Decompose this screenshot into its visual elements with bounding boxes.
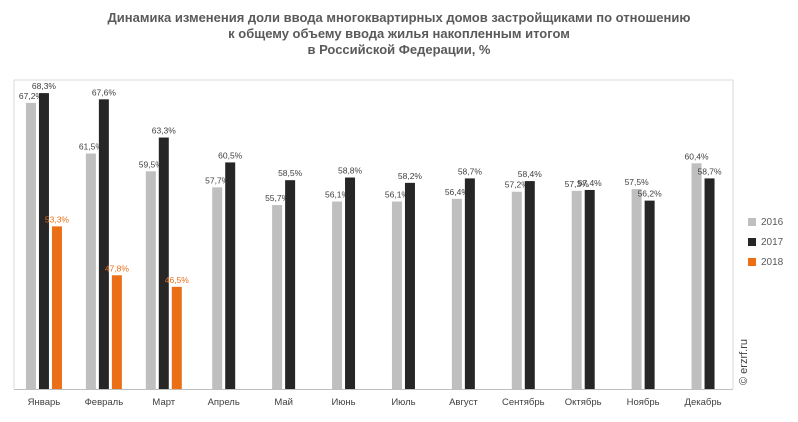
x-tick-label-8: Август bbox=[449, 397, 478, 408]
x-tick-label-1: Январь bbox=[28, 397, 61, 408]
watermark: © erzrf.ru bbox=[738, 339, 750, 385]
x-tick-label-12: Декабрь bbox=[685, 397, 722, 408]
bar-2017-3 bbox=[158, 137, 169, 389]
bar-2018-1 bbox=[51, 226, 62, 389]
legend-item-2017: 2017 bbox=[748, 232, 783, 252]
bar-2016-6 bbox=[332, 201, 343, 389]
x-tick-label-6: Июнь bbox=[331, 397, 355, 408]
x-tick-label-10: Октябрь bbox=[565, 397, 602, 408]
data-label-2016-5: 55,7% bbox=[265, 193, 290, 203]
data-label-2016-11: 57,5% bbox=[625, 177, 650, 187]
legend-label-2016: 2016 bbox=[761, 216, 784, 228]
data-label-2017-12: 58,7% bbox=[697, 166, 722, 176]
bar-2018-3 bbox=[171, 286, 182, 389]
data-label-2017-3: 63,3% bbox=[152, 126, 177, 136]
x-tick-label-9: Сентябрь bbox=[502, 397, 545, 408]
bar-2017-10 bbox=[584, 189, 595, 389]
bar-2017-9 bbox=[524, 181, 535, 389]
data-label-2016-12: 60,4% bbox=[684, 151, 709, 161]
bar-2017-2 bbox=[98, 99, 109, 389]
bar-2016-12 bbox=[691, 163, 702, 389]
legend-item-2018: 2018 bbox=[748, 252, 783, 272]
data-label-2016-10: 57,3% bbox=[565, 179, 590, 189]
x-tick-label-11: Ноябрь bbox=[627, 397, 660, 408]
legend-swatch-2016 bbox=[748, 218, 756, 226]
data-label-2017-4: 60,5% bbox=[218, 150, 243, 160]
data-label-2017-10: 57,4% bbox=[578, 178, 603, 188]
data-label-2016-1: 67,2% bbox=[19, 91, 44, 101]
bar-2017-1 bbox=[38, 93, 49, 389]
x-tick-label-7: Июль bbox=[391, 397, 415, 408]
bar-2017-7 bbox=[404, 182, 415, 389]
data-label-2017-5: 58,5% bbox=[278, 168, 303, 178]
legend-label-2018: 2018 bbox=[761, 256, 784, 268]
bar-2016-10 bbox=[571, 190, 582, 389]
legend: 2016 2017 2018 bbox=[748, 212, 783, 272]
legend-swatch-2017 bbox=[748, 238, 756, 246]
bar-2016-4 bbox=[212, 187, 223, 389]
data-label-2016-7: 56,1% bbox=[385, 190, 410, 200]
bar-2018-2 bbox=[111, 275, 122, 389]
data-label-2016-6: 56,1% bbox=[325, 190, 350, 200]
bar-2017-6 bbox=[345, 177, 356, 389]
bar-2016-2 bbox=[85, 153, 96, 389]
legend-item-2016: 2016 bbox=[748, 212, 783, 232]
data-label-2016-9: 57,2% bbox=[505, 180, 530, 190]
data-label-2016-4: 57,7% bbox=[205, 175, 230, 185]
bar-2017-5 bbox=[285, 180, 296, 389]
chart-title: Динамика изменения доли ввода многокварт… bbox=[0, 10, 798, 58]
bar-2016-11 bbox=[631, 189, 642, 389]
data-label-2018-1: 53,3% bbox=[45, 214, 70, 224]
data-label-2017-1: 68,3% bbox=[32, 81, 57, 91]
bar-2016-8 bbox=[451, 198, 462, 389]
legend-swatch-2018 bbox=[748, 258, 756, 266]
data-label-2018-2: 47,8% bbox=[105, 263, 130, 273]
data-label-2017-6: 58,8% bbox=[338, 166, 363, 176]
x-tick-label-3: Март bbox=[152, 397, 175, 408]
data-label-2017-2: 67,6% bbox=[92, 87, 117, 97]
bar-2016-1 bbox=[25, 102, 36, 389]
chart-title-line-1: Динамика изменения доли ввода многокварт… bbox=[107, 10, 691, 25]
bar-2017-11 bbox=[644, 200, 655, 389]
data-label-2017-7: 58,2% bbox=[398, 171, 423, 181]
bar-2016-7 bbox=[391, 201, 402, 389]
bar-2016-5 bbox=[272, 205, 283, 389]
data-label-2018-3: 46,5% bbox=[165, 275, 190, 285]
chart-title-line-3: в Российской Федерации, % bbox=[307, 42, 491, 57]
x-tick-label-2: Февраль bbox=[85, 397, 124, 408]
data-label-2016-8: 56,4% bbox=[445, 187, 470, 197]
bar-2017-4 bbox=[225, 162, 236, 389]
bar-2016-3 bbox=[145, 171, 156, 389]
data-label-2017-9: 58,4% bbox=[518, 169, 543, 179]
bar-2017-8 bbox=[464, 178, 475, 389]
chart-title-line-2: к общему объему ввода жилья накопленным … bbox=[228, 26, 570, 41]
bar-2017-12 bbox=[704, 178, 715, 389]
data-label-2017-11: 56,2% bbox=[638, 189, 663, 199]
bar-2016-9 bbox=[511, 191, 522, 389]
data-label-2016-2: 61,5% bbox=[79, 142, 104, 152]
legend-label-2017: 2017 bbox=[761, 236, 784, 248]
x-tick-label-4: Апрель bbox=[208, 397, 240, 408]
data-label-2016-3: 59,5% bbox=[139, 159, 164, 169]
x-tick-label-5: Май bbox=[274, 397, 293, 408]
data-label-2017-8: 58,7% bbox=[458, 166, 483, 176]
